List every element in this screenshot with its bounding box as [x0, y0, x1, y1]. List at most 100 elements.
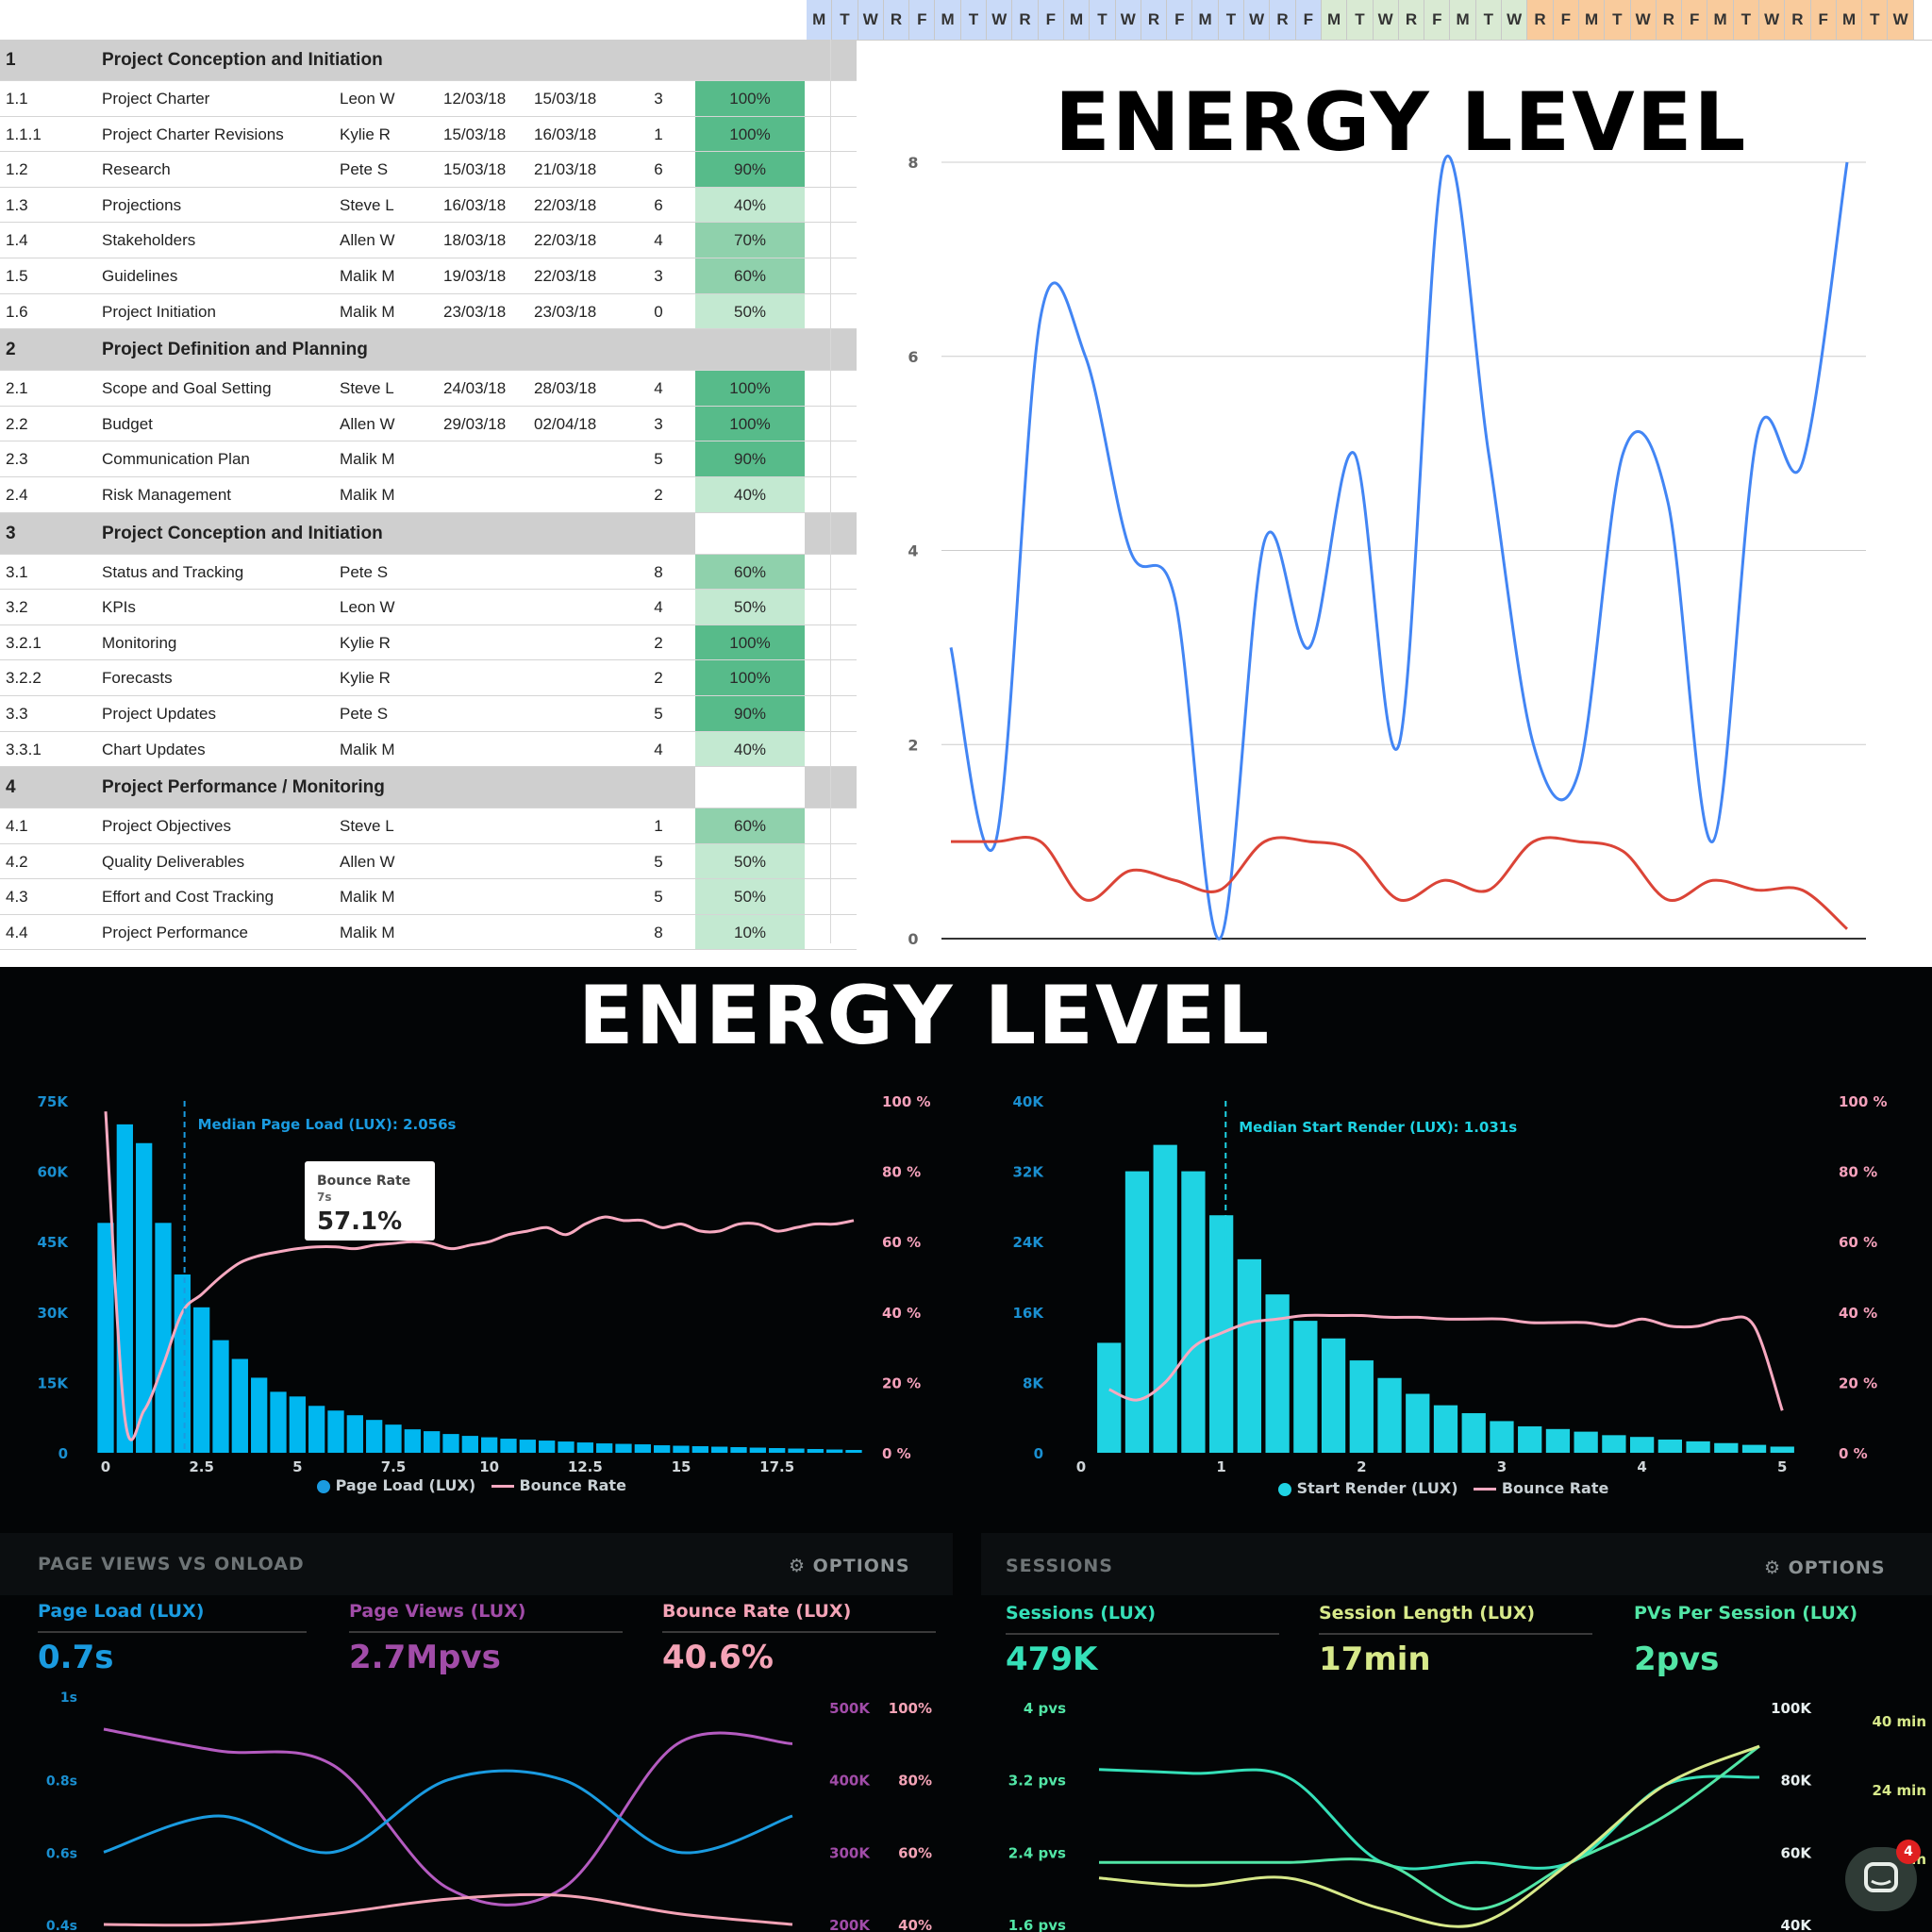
- options-button[interactable]: ⚙ OPTIONS: [1764, 1557, 1886, 1578]
- task-start: 16/03/18: [443, 195, 507, 214]
- day-letter: F: [1424, 0, 1451, 40]
- y-tick-label: 40K: [1013, 1093, 1045, 1110]
- day-letter: W: [1373, 0, 1399, 40]
- day-letter: M: [1707, 0, 1734, 40]
- task-progress: 100%: [695, 116, 805, 152]
- task-progress-label: 10%: [733, 923, 767, 941]
- y-tick-label: 0.4s: [46, 1919, 77, 1932]
- x-tick-label: 12.5: [568, 1458, 603, 1475]
- histogram-bar: [1602, 1435, 1626, 1453]
- metric-value: 40.6%: [662, 1639, 774, 1676]
- task-progress-label: 50%: [733, 888, 767, 907]
- histogram-bar: [1349, 1360, 1374, 1453]
- metric-value: 0.7s: [38, 1639, 114, 1676]
- task-progress-label: 50%: [733, 302, 767, 321]
- histogram-bar: [769, 1448, 786, 1453]
- group-row: 2 Project Definition and Planning: [0, 329, 857, 372]
- task-progress: 100%: [695, 406, 805, 441]
- task-table: 1 Project Conception and Initiation 1.1 P…: [0, 40, 857, 951]
- histogram-bar: [576, 1442, 593, 1453]
- task-progress: 40%: [695, 731, 805, 767]
- task-row: 1.1 Project Charter Leon W 12/03/18 15/0…: [0, 81, 857, 117]
- day-letter: M: [935, 0, 961, 40]
- options-button[interactable]: ⚙ OPTIONS: [789, 1556, 910, 1576]
- group-name: Project Performance / Monitoring: [102, 777, 385, 798]
- histogram-bar: [1574, 1431, 1598, 1453]
- task-owner: Malik M: [340, 485, 395, 504]
- task-progress-label: 100%: [729, 379, 771, 398]
- task-progress-label: 100%: [729, 125, 771, 143]
- histogram-bar: [270, 1391, 287, 1453]
- group-id: 2: [6, 340, 16, 360]
- panel-header: [0, 1533, 953, 1595]
- task-progress: 50%: [695, 293, 805, 329]
- task-days: 4: [654, 379, 663, 398]
- task-name: Research: [102, 160, 171, 179]
- histogram-bar: [558, 1441, 575, 1453]
- day-letter: W: [1888, 0, 1914, 40]
- histogram-bar: [116, 1124, 133, 1453]
- task-row: 4.3 Effort and Cost Tracking Malik M 5 5…: [0, 879, 857, 915]
- legend-right: Start Render (LUX) Bounce Rate: [1278, 1479, 1608, 1497]
- task-row: 3.2 KPIs Leon W 4 50%: [0, 590, 857, 625]
- task-end: 28/03/18: [534, 379, 597, 398]
- histogram-bar: [1657, 1440, 1682, 1453]
- bounce-rate-line: [103, 1892, 793, 1927]
- tooltip-value: 57.1%: [317, 1208, 402, 1236]
- group-id: 3: [6, 523, 16, 543]
- y-tick-label: 2.4 pvs: [1008, 1844, 1066, 1861]
- task-end: 21/03/18: [534, 160, 597, 179]
- task-row: 1.3 Projections Steve L 16/03/18 22/03/1…: [0, 187, 857, 224]
- y2-tick-label: 40K: [1781, 1917, 1813, 1932]
- options-label: OPTIONS: [812, 1556, 910, 1576]
- histogram-bar: [251, 1377, 268, 1453]
- task-owner: Malik M: [340, 888, 395, 907]
- y-tick-label: 0: [58, 1445, 68, 1462]
- task-row: 2.3 Communication Plan Malik M 5 90%: [0, 441, 857, 477]
- task-name: Effort and Cost Tracking: [102, 888, 275, 907]
- blank-cell: [695, 512, 805, 554]
- task-days: 0: [654, 302, 663, 321]
- histogram-bar: [615, 1443, 632, 1453]
- task-progress: 90%: [695, 441, 805, 476]
- task-progress: 60%: [695, 554, 805, 590]
- histogram-bar: [193, 1307, 210, 1453]
- day-letter: W: [1244, 0, 1271, 40]
- y-tick-label: 4 pvs: [1024, 1700, 1066, 1717]
- task-days: 1: [654, 817, 663, 836]
- blank-cell: [695, 767, 805, 808]
- task-name: Status and Tracking: [102, 562, 244, 581]
- task-end: 22/03/18: [534, 266, 597, 285]
- histogram-bar: [1321, 1338, 1346, 1453]
- task-progress-label: 40%: [733, 195, 767, 214]
- y-tick-label: 3.2 pvs: [1008, 1773, 1066, 1790]
- task-owner: Steve L: [340, 195, 394, 214]
- task-id: 1.5: [6, 266, 28, 285]
- histogram-bar: [807, 1449, 824, 1453]
- task-owner: Malik M: [340, 740, 395, 758]
- x-tick-label: 5: [1777, 1458, 1787, 1475]
- day-letter: F: [1167, 0, 1193, 40]
- y-tick-label: 30K: [38, 1305, 70, 1322]
- task-id: 3.1: [6, 562, 28, 581]
- metric-value: 2pvs: [1634, 1641, 1720, 1678]
- legend-bounce-rate-right: Bounce Rate: [1501, 1479, 1609, 1497]
- task-progress: 100%: [695, 81, 805, 116]
- histogram-bar: [155, 1223, 172, 1453]
- task-id: 2.3: [6, 450, 28, 469]
- histogram-bar: [289, 1396, 306, 1453]
- task-days: 5: [654, 450, 663, 469]
- page-views-line-chart: 0.4s 0.6s 0.8s 1s 200K 300K 400K 500K 40% 60% 80% 1…: [46, 1690, 932, 1932]
- task-name: KPIs: [102, 598, 136, 617]
- task-progress-label: 40%: [733, 485, 767, 504]
- task-progress: 70%: [695, 223, 805, 258]
- task-name: Scope and Goal Setting: [102, 379, 272, 398]
- task-days: 3: [654, 414, 663, 433]
- task-start: 18/03/18: [443, 231, 507, 250]
- task-owner: Malik M: [340, 302, 395, 321]
- task-end: 16/03/18: [534, 125, 597, 143]
- start-render-histogram: 0 8K 16K 24K 32K 40K 0 % 20 % 40 % 60 % 80 % 100 % 0…: [1013, 1093, 1888, 1475]
- task-end: 02/04/18: [534, 414, 597, 433]
